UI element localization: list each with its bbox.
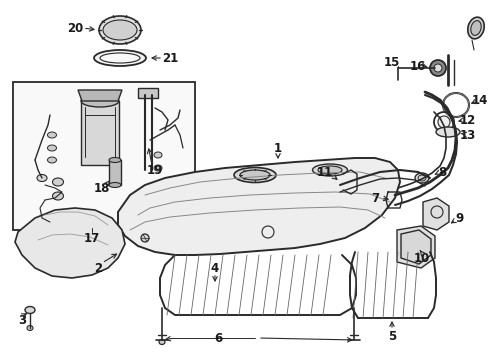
Ellipse shape bbox=[154, 165, 162, 171]
Text: 18: 18 bbox=[94, 181, 110, 194]
Ellipse shape bbox=[100, 53, 140, 63]
Text: 5: 5 bbox=[388, 329, 396, 342]
Ellipse shape bbox=[415, 173, 429, 183]
Polygon shape bbox=[401, 230, 431, 264]
Ellipse shape bbox=[109, 183, 121, 188]
Ellipse shape bbox=[434, 64, 442, 72]
Polygon shape bbox=[81, 101, 119, 165]
Ellipse shape bbox=[52, 192, 64, 200]
Ellipse shape bbox=[159, 339, 165, 345]
Polygon shape bbox=[138, 88, 158, 98]
Ellipse shape bbox=[52, 178, 64, 186]
Text: 4: 4 bbox=[211, 261, 219, 274]
Ellipse shape bbox=[48, 157, 56, 163]
Ellipse shape bbox=[154, 152, 162, 158]
Ellipse shape bbox=[418, 175, 426, 181]
Polygon shape bbox=[423, 198, 449, 230]
Text: 21: 21 bbox=[162, 51, 178, 64]
Text: 6: 6 bbox=[214, 332, 222, 345]
Ellipse shape bbox=[48, 145, 56, 151]
Polygon shape bbox=[15, 208, 125, 278]
Text: 13: 13 bbox=[460, 129, 476, 141]
Text: 12: 12 bbox=[460, 113, 476, 126]
Text: 1: 1 bbox=[274, 141, 282, 154]
Text: 15: 15 bbox=[384, 55, 400, 68]
Ellipse shape bbox=[468, 17, 484, 39]
Polygon shape bbox=[118, 158, 400, 255]
Text: 11: 11 bbox=[317, 166, 333, 179]
Text: 16: 16 bbox=[410, 59, 426, 72]
Ellipse shape bbox=[438, 116, 450, 128]
Text: 3: 3 bbox=[18, 314, 26, 327]
Text: 19: 19 bbox=[147, 163, 163, 176]
Polygon shape bbox=[109, 160, 121, 185]
Bar bbox=[13, 82, 195, 230]
Text: 2: 2 bbox=[94, 261, 102, 274]
Ellipse shape bbox=[37, 175, 47, 181]
Ellipse shape bbox=[141, 234, 149, 242]
Ellipse shape bbox=[103, 20, 137, 40]
Ellipse shape bbox=[240, 170, 270, 180]
Ellipse shape bbox=[27, 325, 33, 330]
Ellipse shape bbox=[99, 16, 141, 44]
Ellipse shape bbox=[25, 306, 35, 314]
Text: 8: 8 bbox=[438, 166, 446, 179]
Text: 10: 10 bbox=[414, 252, 430, 265]
Text: 17: 17 bbox=[84, 231, 100, 244]
Ellipse shape bbox=[94, 50, 146, 66]
Text: 9: 9 bbox=[456, 212, 464, 225]
Ellipse shape bbox=[430, 60, 446, 76]
Ellipse shape bbox=[313, 164, 347, 176]
Polygon shape bbox=[78, 90, 122, 101]
Text: 7: 7 bbox=[371, 192, 379, 204]
Text: 14: 14 bbox=[472, 94, 488, 107]
Ellipse shape bbox=[81, 95, 119, 107]
Text: 20: 20 bbox=[67, 22, 83, 35]
Ellipse shape bbox=[109, 158, 121, 162]
Ellipse shape bbox=[318, 166, 342, 174]
Ellipse shape bbox=[234, 167, 276, 183]
Ellipse shape bbox=[48, 132, 56, 138]
Ellipse shape bbox=[471, 21, 481, 35]
Polygon shape bbox=[397, 226, 435, 268]
Ellipse shape bbox=[436, 127, 460, 137]
